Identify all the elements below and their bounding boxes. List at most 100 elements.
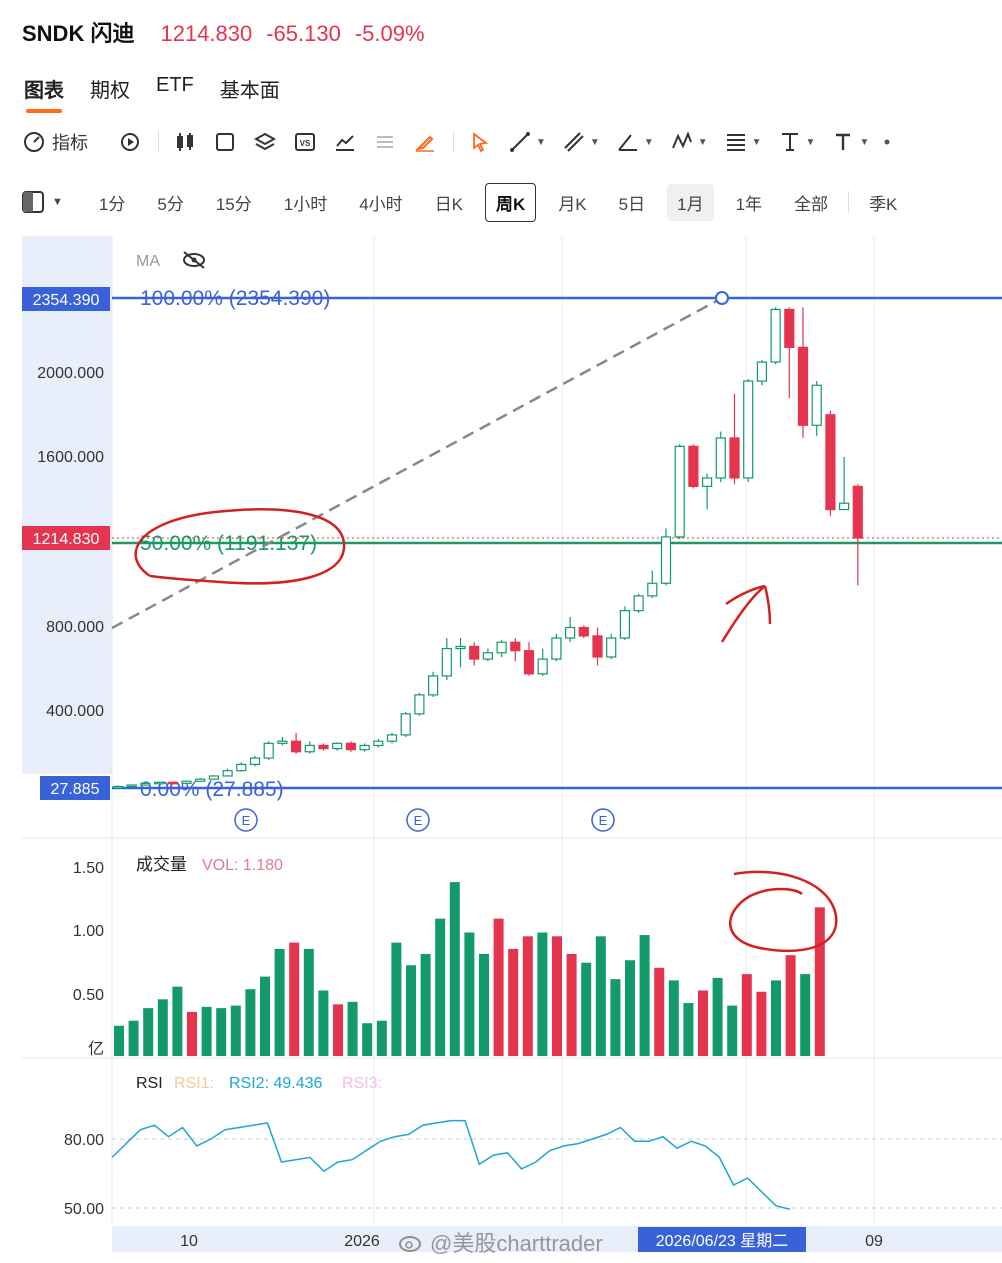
candle-type-button[interactable] [173, 124, 197, 160]
ma-label: MA [136, 253, 160, 270]
trend-button[interactable] [333, 124, 357, 160]
measure-tool[interactable]: ▼ [778, 124, 816, 160]
volume-bars [114, 882, 825, 1056]
tab-fundamentals[interactable]: 基本面 [219, 80, 280, 102]
price-tick: 2000.000 [37, 365, 104, 382]
text-icon [836, 133, 851, 150]
period-month[interactable]: 月K [558, 194, 587, 214]
period-quarter[interactable]: 季K [869, 194, 898, 214]
fib-50-label: 50.00% (1191.137) [140, 532, 317, 555]
period-5d[interactable]: 5日 [618, 194, 646, 214]
line-tool[interactable]: ▼ [508, 124, 546, 160]
candle-body [455, 645, 466, 650]
volume-bar [785, 955, 796, 1056]
candle-body [592, 635, 603, 658]
ticker-name: SNDK 闪迪 [22, 21, 135, 46]
period-1y[interactable]: 1年 [735, 194, 763, 214]
tab-options[interactable]: 期权 [90, 80, 130, 102]
layers-button[interactable] [253, 124, 277, 160]
more-tools[interactable] [875, 124, 899, 160]
current-price-value: 1214.830 [33, 531, 100, 548]
volume-bar [333, 1004, 343, 1056]
candle-body [236, 763, 247, 772]
angle-icon [618, 134, 637, 151]
period-day[interactable]: 日K [434, 194, 464, 214]
period-4h[interactable]: 4小时 [359, 194, 403, 214]
period-all[interactable]: 全部 [794, 194, 829, 214]
channel-tool[interactable]: ▼ [562, 124, 600, 160]
time-tick: 09 [865, 1233, 883, 1250]
period-1mo[interactable]: 1月 [667, 183, 714, 221]
candle-body [359, 744, 370, 751]
svg-text:E: E [599, 813, 608, 828]
chart-area[interactable]: MA 2000.000 1600.000 800.000 400.000 235… [0, 236, 1002, 1263]
indicator-label: 指标 [52, 133, 88, 153]
tab-etf[interactable]: ETF [156, 74, 194, 96]
candle-body [797, 346, 809, 426]
layout-button[interactable]: ▼ [22, 191, 63, 213]
candle-body [578, 626, 589, 637]
main-tabs: 图表 期权 ETF 基本面 [24, 74, 280, 113]
earnings-marker[interactable]: E [406, 808, 430, 832]
period-1h[interactable]: 1小时 [283, 194, 328, 214]
fib-tool[interactable]: ▼ [724, 124, 762, 160]
chevron-down-icon: ▼ [52, 196, 63, 208]
period-15m[interactable]: 15分 [215, 194, 252, 214]
candle-body [154, 781, 165, 785]
replay-button[interactable] [118, 124, 142, 160]
candle-body [633, 595, 644, 612]
volume-bar [420, 953, 431, 1056]
period-1m[interactable]: 1分 [98, 194, 126, 214]
tab-chart[interactable]: 图表 [24, 74, 64, 113]
volume-bar [245, 989, 256, 1056]
period-5m[interactable]: 5分 [157, 194, 184, 214]
eye-icon[interactable] [183, 251, 205, 269]
volume-bar [464, 932, 475, 1056]
candlestick-series [112, 307, 863, 789]
volume-bar [289, 942, 300, 1056]
volume-bar [479, 953, 489, 1056]
earnings-marker[interactable]: E [234, 808, 258, 832]
volume-bar [683, 1003, 694, 1056]
compare-button[interactable]: VS [293, 124, 317, 160]
volume-bar [260, 976, 270, 1056]
candle-body [825, 414, 836, 511]
brush-icon [414, 135, 434, 152]
indicator-button[interactable]: 指标 [22, 124, 88, 160]
candle-body [428, 675, 439, 696]
fib-anchor-handle[interactable] [715, 291, 729, 305]
lines-button[interactable] [373, 124, 397, 160]
earnings-marker[interactable]: E [591, 808, 615, 832]
candle-body [647, 582, 658, 597]
cursor-tool[interactable] [468, 124, 492, 160]
brush-tool[interactable] [413, 124, 437, 160]
chevron-down-icon: ▼ [805, 136, 816, 148]
candle-body [112, 785, 124, 789]
text-tool[interactable]: ▼ [831, 124, 869, 160]
period-week[interactable]: 周K [485, 182, 537, 222]
candle-body [496, 641, 507, 654]
pattern-tool[interactable]: ▼ [670, 124, 708, 160]
toolbar-divider [848, 191, 850, 213]
volume-bar [201, 1006, 212, 1056]
chevron-down-icon: ▼ [536, 136, 546, 148]
volume-bar [566, 953, 577, 1056]
candle-body [181, 780, 192, 784]
volume-bar [187, 1011, 197, 1056]
price-tick: 800.000 [46, 619, 104, 636]
fib-trend-line[interactable] [111, 296, 723, 630]
volume-bar [800, 974, 811, 1056]
candle-body [660, 536, 672, 584]
angle-tool[interactable]: ▼ [616, 124, 654, 160]
volume-bar [712, 977, 723, 1056]
volume-bar [522, 936, 533, 1056]
volume-bar [537, 932, 548, 1056]
candle-body [784, 308, 795, 348]
rectangle-tool[interactable] [213, 124, 237, 160]
candle-body [523, 650, 535, 675]
rsi3-label: RSI3: [342, 1075, 382, 1092]
volume-bar [771, 980, 781, 1056]
volume-bar [157, 999, 168, 1056]
drawing-toolbar: 指标 VS ▼ ▼ ▼ ▼ ▼ ▼ ▼ [22, 124, 997, 160]
